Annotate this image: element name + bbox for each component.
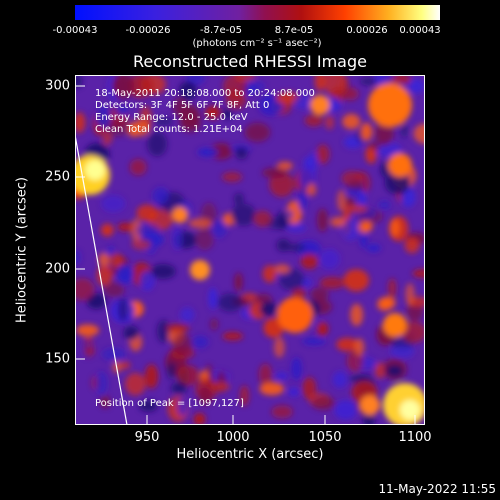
colorbar-tick: -0.00043 (52, 25, 98, 36)
y-tick-label: 300 (45, 78, 70, 94)
info-detectors: Detectors: 3F 4F 5F 6F 7F 8F, Att 0 (95, 100, 270, 111)
colorbar-tick: 0.00026 (346, 25, 388, 36)
info-time: 18-May-2011 20:18:08.000 to 20:24:08.000 (95, 88, 315, 99)
colorbar-units: (photons cm⁻² s⁻¹ asec⁻²) (192, 38, 322, 49)
timestamp-footer: 11-May-2022 11:55 (378, 482, 496, 496)
y-tick-label: 250 (45, 169, 70, 185)
x-axis-label: Heliocentric X (arcsec) (176, 447, 324, 462)
info-energy: Energy Range: 12.0 - 25.0 keV (95, 112, 248, 123)
plot-title: Reconstructed RHESSI Image (133, 52, 367, 71)
colorbar (75, 5, 440, 20)
x-tick-label: 950 (134, 430, 160, 445)
rhessi-image (75, 75, 425, 425)
colorbar-tick: 0.00043 (399, 25, 441, 36)
info-peak: Position of Peak = [1097,127] (95, 398, 244, 409)
y-tick-label: 200 (45, 261, 70, 277)
x-tick-label: 1050 (308, 430, 342, 445)
colorbar-tick: -0.00026 (125, 25, 171, 36)
info-clean: Clean Total counts: 1.21E+04 (95, 124, 243, 135)
x-tick-label: 1000 (216, 430, 250, 445)
x-tick-label: 1100 (398, 430, 432, 445)
colorbar-tick: 8.7e-05 (274, 25, 314, 36)
colorbar-tick: -8.7e-05 (200, 25, 242, 36)
y-axis-label: Heliocentric Y (arcsec) (14, 177, 30, 323)
y-tick-label: 150 (45, 351, 70, 367)
